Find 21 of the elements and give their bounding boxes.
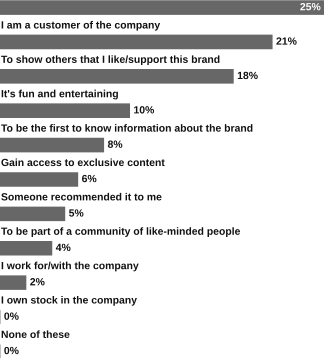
data-label: 21% xyxy=(276,37,297,45)
data-label: 25% xyxy=(300,2,320,10)
data-label: 18% xyxy=(238,72,258,80)
data-label: 0% xyxy=(4,312,19,320)
y-tick-label: I own stock in the company xyxy=(2,296,137,306)
y-tick-label: To be part of a community of like-minded people xyxy=(1,227,240,237)
y-tick-label: To be the first to know information about the brand xyxy=(1,124,252,132)
data-label: 0% xyxy=(4,346,19,354)
y-tick-label: To show others that I like/support this brand xyxy=(1,55,220,66)
data-label: 2% xyxy=(30,278,45,286)
y-tick-label: I am a customer of the company xyxy=(2,20,160,31)
data-label: 5% xyxy=(69,209,84,217)
data-label: 10% xyxy=(134,106,154,114)
y-tick-label: Someone recommended it to me xyxy=(1,192,162,201)
data-label: 6% xyxy=(82,174,96,182)
y-tick-label: It's fun and entertaining xyxy=(2,90,118,100)
data-label: 8% xyxy=(108,140,122,148)
y-tick-label: I work for/with the company xyxy=(2,262,139,272)
y-tick-label: None of these xyxy=(2,330,70,338)
data-label: 4% xyxy=(56,244,71,252)
y-tick-label: Gain access to exclusive content xyxy=(1,158,165,166)
